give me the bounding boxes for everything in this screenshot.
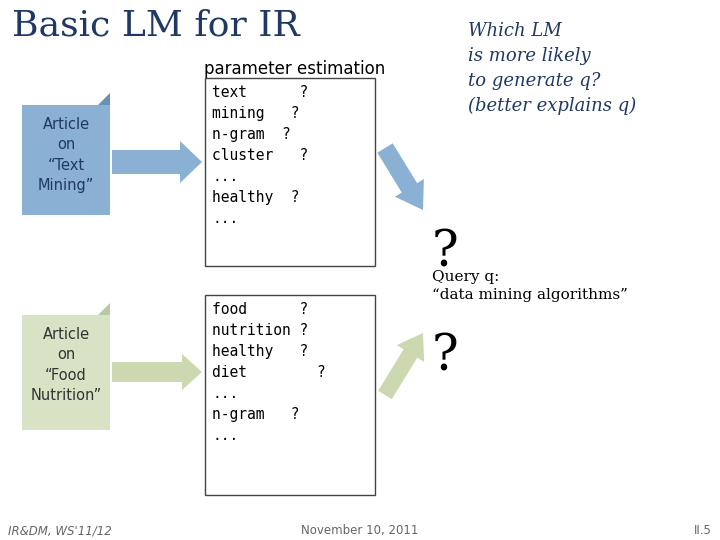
Text: Which LM
is more likely
to generate q?
(better explains q): Which LM is more likely to generate q? (…	[468, 22, 636, 116]
Text: food      ?
nutrition ?
healthy   ?
diet        ?
...
n-gram   ?
...: food ? nutrition ? healthy ? diet ? ... …	[212, 302, 325, 443]
Text: ?: ?	[432, 332, 459, 381]
FancyArrow shape	[112, 354, 202, 390]
Text: Basic LM for IR: Basic LM for IR	[12, 8, 300, 42]
Text: November 10, 2011: November 10, 2011	[301, 524, 419, 537]
FancyArrow shape	[378, 333, 424, 399]
Text: IR&DM, WS'11/12: IR&DM, WS'11/12	[8, 524, 112, 537]
Polygon shape	[98, 93, 110, 105]
FancyArrow shape	[112, 141, 202, 183]
Text: Article
on
“Food
Nutrition”: Article on “Food Nutrition”	[30, 327, 102, 403]
Text: ?: ?	[432, 228, 459, 278]
Text: parameter estimation: parameter estimation	[204, 60, 386, 78]
FancyBboxPatch shape	[205, 295, 375, 495]
Text: Query q:: Query q:	[432, 270, 500, 284]
Text: “data mining algorithms”: “data mining algorithms”	[432, 288, 628, 302]
FancyBboxPatch shape	[205, 78, 375, 266]
FancyBboxPatch shape	[22, 105, 110, 215]
Text: Article
on
“Text
Mining”: Article on “Text Mining”	[38, 117, 94, 193]
Text: text      ?
mining   ?
n-gram  ?
cluster   ?
...
healthy  ?
...: text ? mining ? n-gram ? cluster ? ... h…	[212, 85, 308, 226]
FancyArrow shape	[377, 143, 424, 210]
Text: II.5: II.5	[694, 524, 712, 537]
FancyBboxPatch shape	[22, 315, 110, 430]
Polygon shape	[98, 303, 110, 315]
